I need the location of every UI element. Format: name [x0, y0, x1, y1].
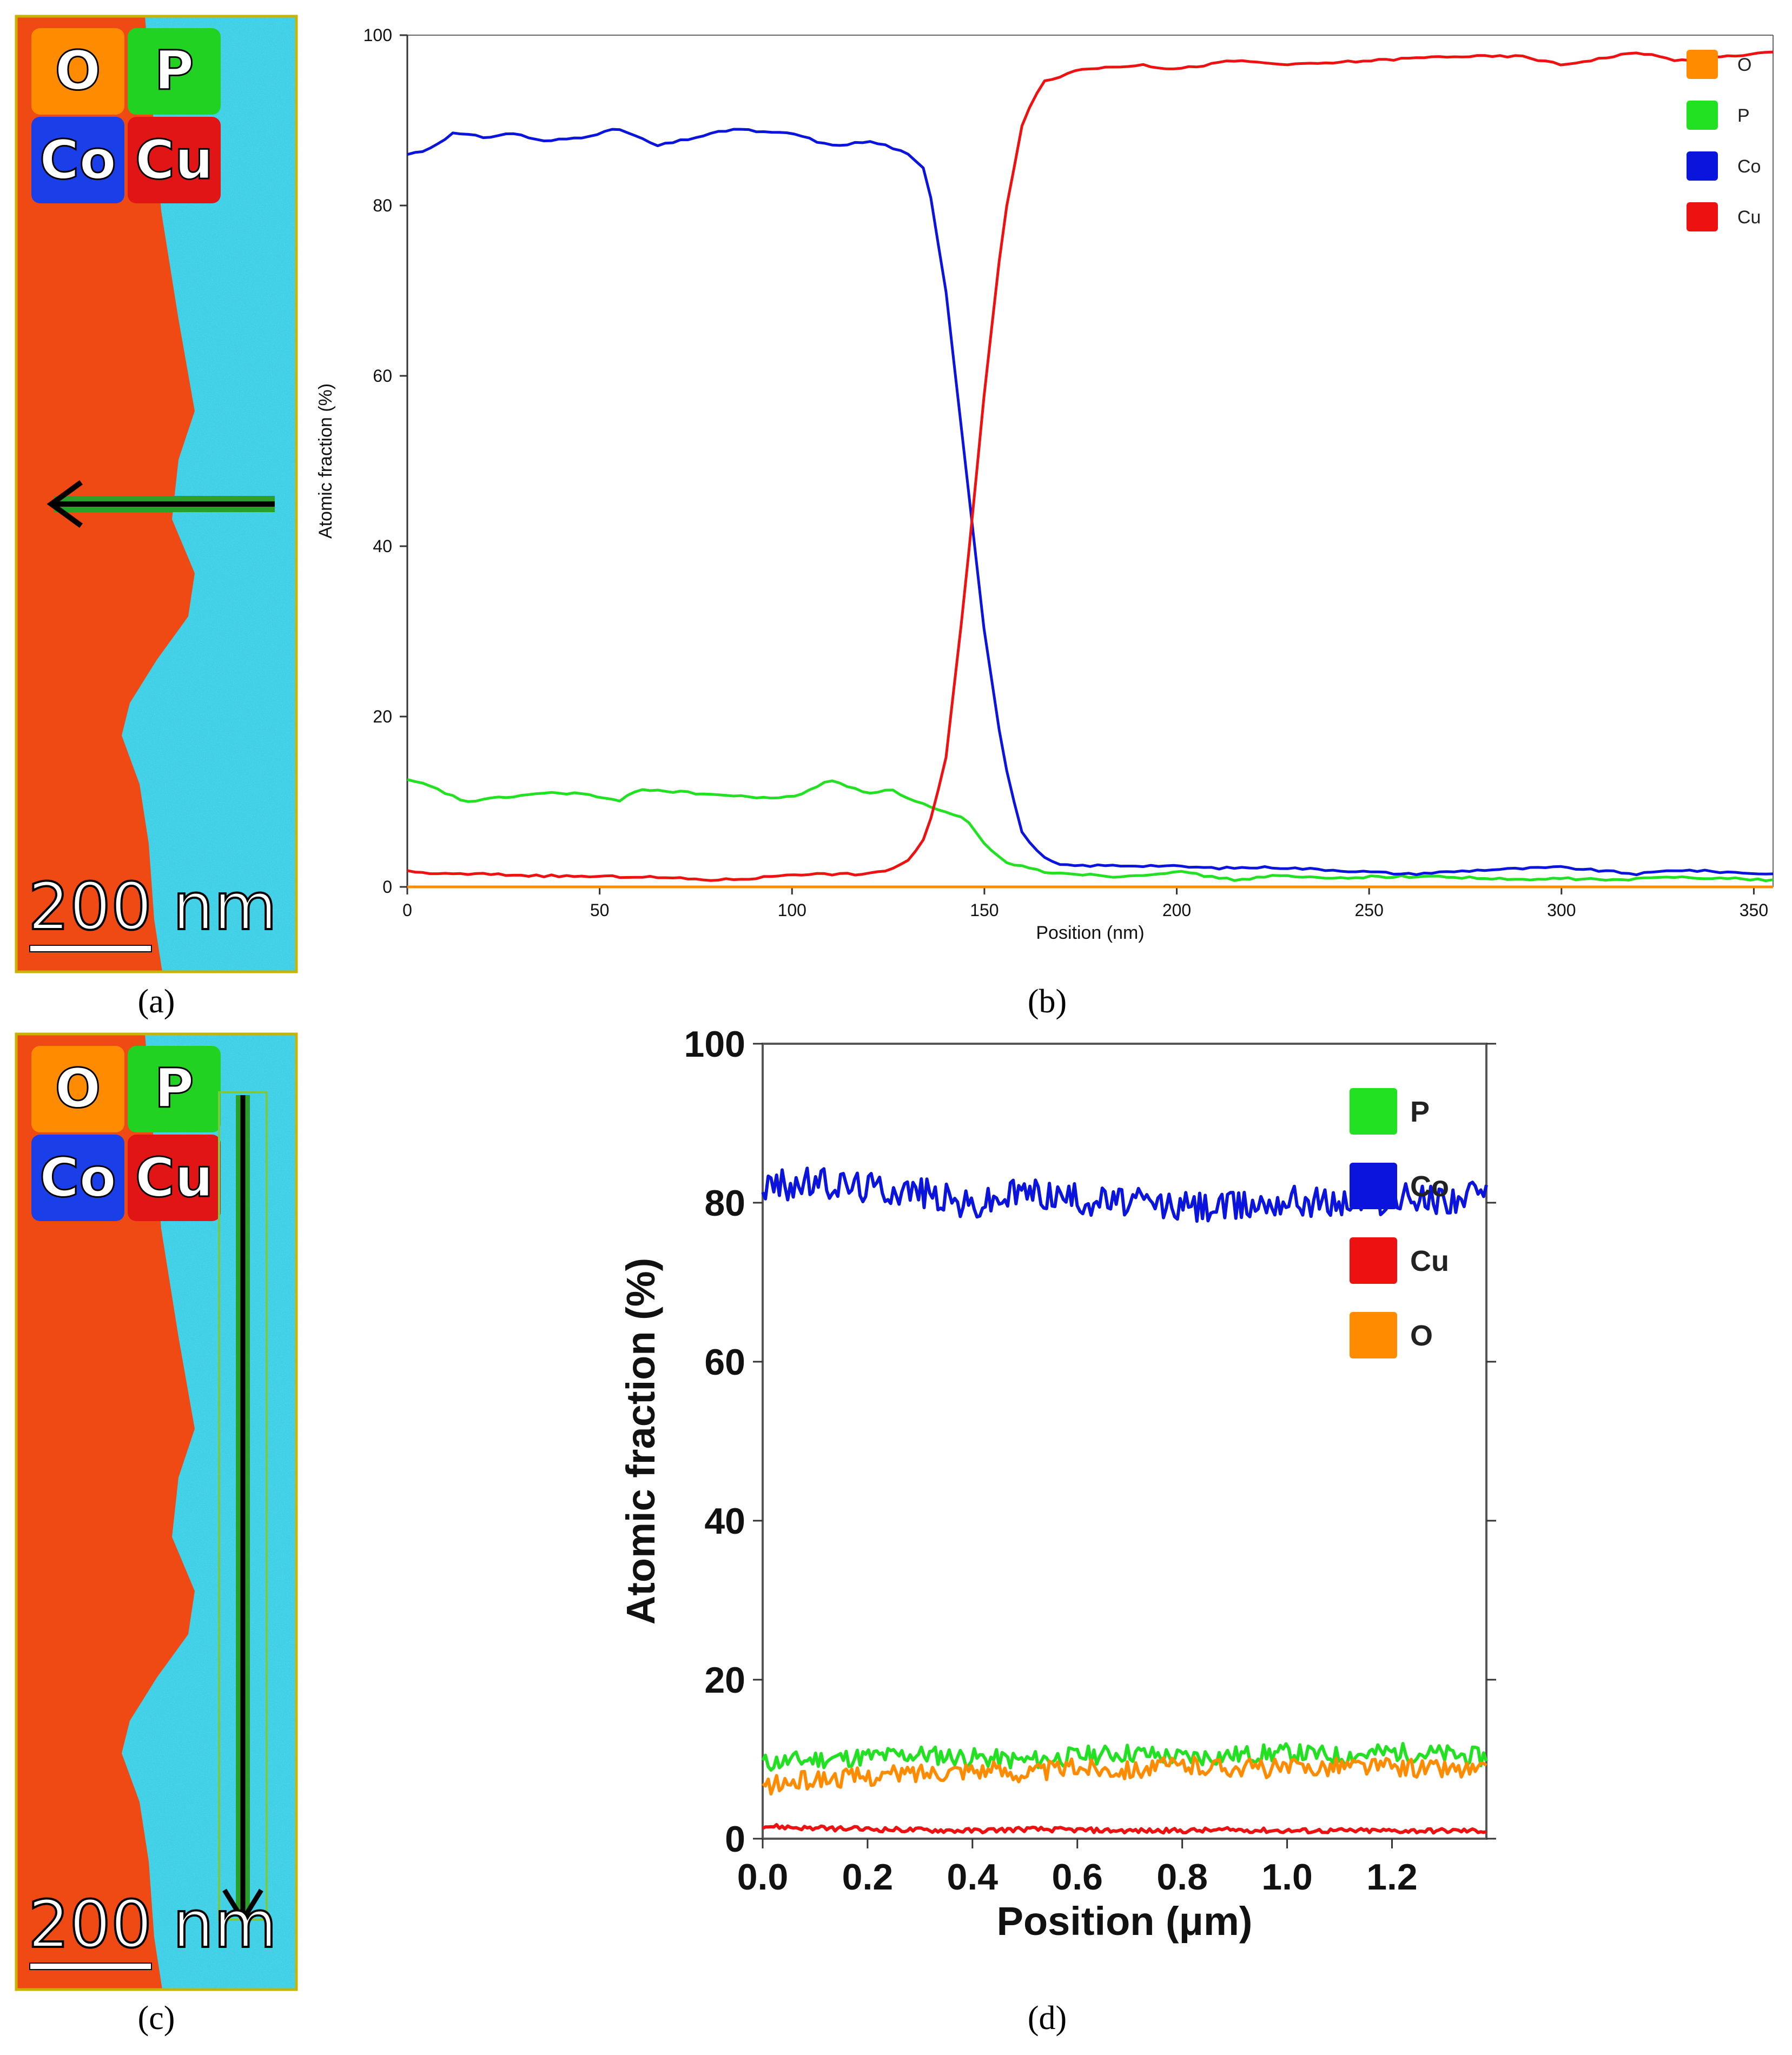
- tile-cu-label: Cu: [135, 128, 214, 191]
- y-tick-label: 20: [704, 1660, 745, 1701]
- chart-d: 0 20 40 60 80 100 0.0 0.2 0.4 0.6 0.8 1.0 1.2 Positio…: [618, 1024, 1496, 1944]
- tile-co-c: [31, 1135, 124, 1221]
- x-tick-label: 0.8: [1156, 1857, 1208, 1898]
- legend-swatch-o: [1687, 50, 1718, 79]
- x-axis-title: Position (nm): [1036, 923, 1144, 943]
- y-tick-label: 60: [704, 1342, 745, 1383]
- legend-label-cu: Cu: [1737, 207, 1761, 228]
- x-tick-label: 0.2: [842, 1857, 894, 1898]
- panel-c-frame: [15, 1032, 298, 1991]
- tile-cu-label-c: Cu: [135, 1146, 214, 1209]
- series-line-cu: [762, 1823, 1487, 1835]
- y-tick-label: 0: [382, 877, 392, 897]
- y-tick-label: 80: [373, 196, 392, 215]
- scale-bar-c: [29, 1963, 152, 1970]
- line-scan-arrow-a: [47, 480, 275, 528]
- x-tick-label: 50: [590, 900, 610, 920]
- tile-cu: [128, 117, 221, 203]
- y-tick-label: 100: [363, 25, 392, 45]
- panel-c-map: O P Co Cu 200 nm: [15, 1032, 298, 1991]
- panel-a-frame: [15, 15, 298, 973]
- x-tick-label: 1.2: [1366, 1857, 1418, 1898]
- x-axis-title: Position (μm): [997, 1899, 1253, 1944]
- y-axis-title: Atomic fraction (%): [315, 383, 336, 539]
- scale-bar-label-a: 200 nm: [28, 870, 277, 945]
- caption-d: (d): [1028, 2000, 1067, 2037]
- y-axis-title: Atomic fraction (%): [618, 1258, 663, 1625]
- legend-label-p: P: [1410, 1096, 1430, 1128]
- y-tick-label: 20: [373, 707, 392, 726]
- tile-co-label-c: Co: [39, 1146, 116, 1209]
- legend-label-cu: Cu: [1410, 1245, 1449, 1277]
- legend-tiles-a: O P Co Cu: [31, 28, 221, 203]
- x-tick-label: 200: [1162, 900, 1191, 920]
- y-tick-label: 100: [684, 1024, 745, 1065]
- legend-swatch-cu: [1350, 1237, 1397, 1284]
- tile-p-label: P: [154, 39, 194, 102]
- x-tick-label: 0: [402, 900, 412, 920]
- legend-swatch-p: [1350, 1088, 1397, 1135]
- cu-region-c: [16, 1034, 195, 1990]
- x-tick-label: 300: [1547, 900, 1576, 920]
- legend-swatch-p: [1687, 101, 1718, 130]
- series-line-cu: [407, 50, 1774, 882]
- x-tick-label: 350: [1740, 900, 1768, 920]
- panel-a-map: O P Co Cu 200 nm: [15, 15, 298, 973]
- scale-bar-label-c: 200 nm: [28, 1887, 277, 1963]
- x-tick-label: 0.6: [1052, 1857, 1103, 1898]
- y-tick-label: 60: [373, 366, 392, 386]
- series-line-o: [762, 1755, 1487, 1796]
- x-tick-label: 0.4: [947, 1857, 999, 1898]
- legend-swatch-co: [1350, 1163, 1397, 1209]
- legend-label-co: Co: [1737, 156, 1761, 177]
- scale-bar-a: [29, 945, 152, 952]
- caption-a: (a): [138, 983, 175, 1020]
- x-tick-label: 100: [778, 900, 806, 920]
- tile-p-label-c: P: [154, 1057, 194, 1120]
- x-tick-label: 150: [970, 900, 999, 920]
- x-tick-label: 250: [1354, 900, 1383, 920]
- y-tick-label: 40: [373, 536, 392, 556]
- chart-b: 0 20 40 60 80 100 0 50 100 150 200 250 300 350 Positio…: [315, 25, 1774, 943]
- legend-swatch-o: [1350, 1312, 1397, 1358]
- line-scan-arrow-c: [218, 1091, 268, 1925]
- x-tick-label: 0.0: [737, 1857, 789, 1898]
- x-tick-label: 1.0: [1261, 1857, 1313, 1898]
- y-tick-label: 80: [704, 1183, 745, 1224]
- y-tick-label: 0: [725, 1819, 745, 1860]
- legend-label-o: O: [1410, 1320, 1433, 1352]
- series-line-p: [407, 778, 1774, 883]
- tile-cu-c: [128, 1135, 221, 1221]
- tile-o-label-c: O: [55, 1057, 101, 1120]
- tile-o-c: [31, 1046, 124, 1132]
- tile-o: [31, 28, 124, 115]
- legend-swatch-co: [1687, 151, 1718, 181]
- legend-swatch-cu: [1687, 202, 1718, 231]
- plot-frame: [762, 1043, 1487, 1840]
- tile-co-label: Co: [39, 128, 116, 191]
- tile-o-label: O: [55, 39, 101, 102]
- legend-label-p: P: [1737, 105, 1750, 126]
- tile-co: [31, 117, 124, 203]
- caption-b: (b): [1028, 983, 1067, 1020]
- legend-tiles-c: O P Co Cu: [31, 1046, 221, 1221]
- legend-label-co: Co: [1410, 1170, 1449, 1203]
- series-line-co: [407, 128, 1774, 877]
- caption-c: (c): [138, 2000, 175, 2037]
- cu-region: [16, 16, 195, 972]
- tile-p: [128, 28, 221, 115]
- legend-label-o: O: [1737, 55, 1751, 75]
- tile-p-c: [128, 1046, 221, 1132]
- y-tick-label: 40: [704, 1501, 745, 1542]
- series-line-p: [761, 1742, 1488, 1772]
